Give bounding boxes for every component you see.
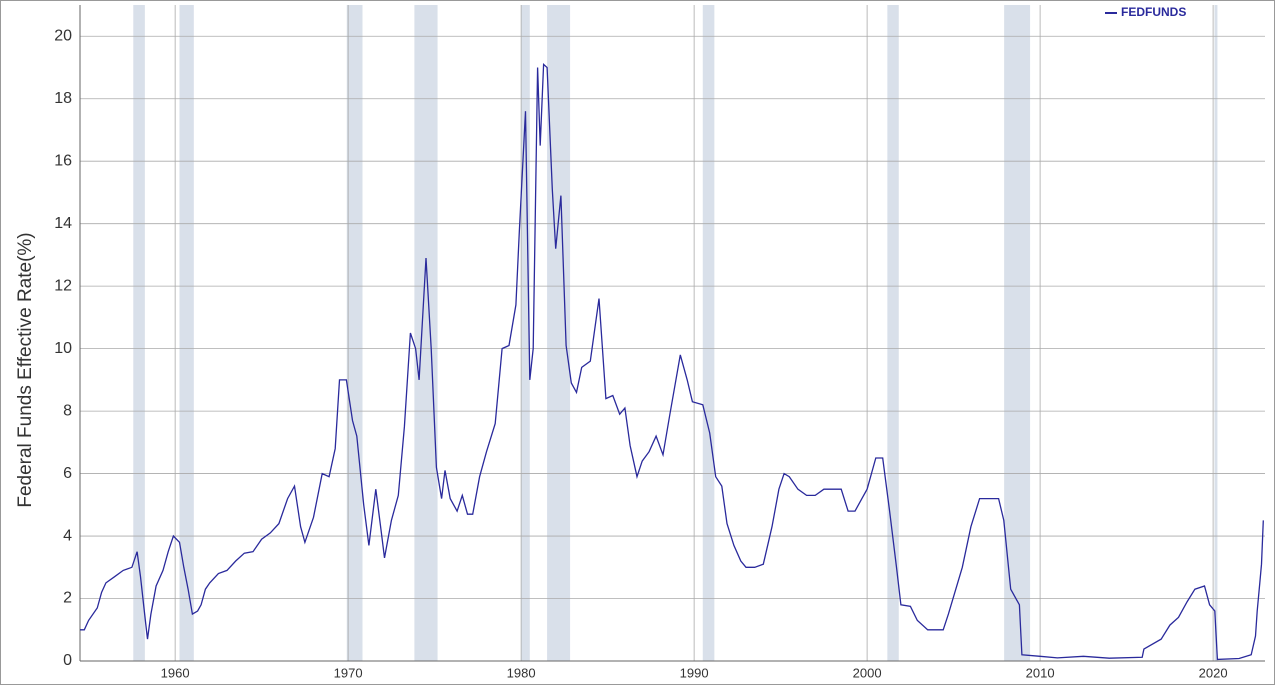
y-tick-label: 12 [54, 277, 72, 294]
y-tick-label: 8 [63, 402, 72, 419]
y-tick-label: 18 [54, 90, 72, 107]
recession-band [521, 5, 530, 661]
x-tick-label: 1990 [680, 665, 709, 680]
x-tick-label: 1960 [161, 665, 190, 680]
y-tick-label: 20 [54, 27, 72, 44]
recession-band [887, 5, 899, 661]
data-line [80, 63, 1264, 661]
recession-band [1214, 5, 1218, 661]
y-axis-label: Federal Funds Effective Rate(%) [15, 232, 36, 507]
x-tick-label: 1980 [507, 665, 536, 680]
recession-band [414, 5, 438, 661]
recession-band [346, 5, 363, 661]
y-tick-label: 0 [63, 652, 72, 669]
y-tick-label: 6 [63, 465, 72, 482]
x-tick-label: 2010 [1026, 665, 1055, 680]
x-tick-label: 1970 [334, 665, 363, 680]
recession-band [179, 5, 194, 661]
y-tick-label: 16 [54, 152, 72, 169]
y-tick-label: 2 [63, 590, 72, 607]
recession-band [547, 5, 571, 661]
x-tick-label: 2020 [1199, 665, 1228, 680]
y-tick-label: 10 [54, 340, 72, 357]
recession-band [702, 5, 715, 661]
y-tick-label: 4 [63, 527, 72, 544]
y-tick-label: 14 [54, 215, 72, 232]
recession-band [133, 5, 145, 661]
legend-label: FEDFUNDS [1121, 5, 1186, 19]
x-tick-label: 2000 [853, 665, 882, 680]
recession-band [1004, 5, 1031, 661]
